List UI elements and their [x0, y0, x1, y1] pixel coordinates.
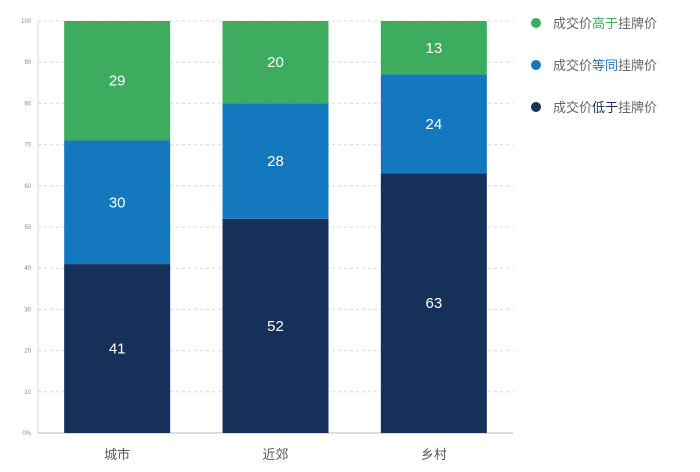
- legend-label-highlight: 高于: [592, 17, 619, 32]
- bar-segment: [222, 103, 329, 219]
- bar-segment: [380, 74, 487, 174]
- bar-segment: [380, 21, 487, 75]
- legend-label-prefix: 成交价: [553, 59, 593, 74]
- x-tick-label: 城市: [104, 447, 130, 463]
- data-label: 30: [109, 194, 126, 211]
- legend: 成交价高于挂牌价 成交价等同挂牌价 成交价低于挂牌价: [531, 12, 657, 138]
- bar-segment: [222, 218, 329, 433]
- bars: 41 30 29 52 28 20 63 24 13: [64, 21, 487, 433]
- y-tick-label: 80: [24, 101, 31, 107]
- y-tick-label: 70: [24, 143, 31, 149]
- legend-label-suffix: 挂牌价: [618, 17, 658, 32]
- x-tick-label: 近郊: [262, 447, 288, 463]
- data-label: 24: [425, 116, 442, 133]
- bar-segment: [222, 21, 329, 104]
- legend-label-suffix: 挂牌价: [618, 101, 658, 116]
- y-tick-label: 100: [21, 19, 32, 25]
- bar-segment: [64, 140, 171, 265]
- data-label: 20: [267, 54, 284, 71]
- legend-item-equal: 成交价等同挂牌价: [531, 54, 657, 75]
- data-label: 63: [425, 295, 442, 312]
- legend-dot-icon: [531, 17, 541, 28]
- y-tick-label: 90: [24, 60, 31, 66]
- legend-dot-icon: [531, 59, 541, 70]
- y-tick-label: 0%: [22, 431, 31, 437]
- legend-dot-icon: [531, 101, 541, 112]
- legend-label-highlight: 等同: [592, 59, 619, 74]
- x-tick-label: 乡村: [421, 448, 447, 463]
- y-tick-label: 60: [24, 184, 31, 190]
- x-axis: 城市 近郊 乡村: [104, 447, 447, 463]
- y-tick-label: 20: [24, 349, 31, 355]
- data-label: 52: [267, 318, 284, 335]
- data-label: 13: [425, 40, 442, 57]
- y-tick-label: 40: [24, 266, 31, 272]
- data-label: 28: [267, 153, 284, 170]
- legend-label-highlight: 低于: [592, 101, 619, 116]
- y-axis: 0% 10 20 30 40 50 60 70 80 90 100: [21, 19, 32, 437]
- data-label: 41: [109, 341, 126, 358]
- bar-segment: [64, 21, 171, 141]
- y-tick-label: 10: [24, 390, 31, 396]
- legend-item-low: 成交价低于挂牌价: [531, 96, 657, 117]
- bar-segment: [380, 173, 487, 433]
- y-tick-label: 50: [24, 225, 31, 231]
- legend-item-high: 成交价高于挂牌价: [531, 12, 657, 33]
- legend-label-prefix: 成交价: [553, 101, 593, 116]
- bar-segment: [64, 264, 171, 433]
- legend-label-suffix: 挂牌价: [618, 59, 658, 74]
- data-label: 29: [109, 73, 126, 90]
- y-tick-label: 30: [24, 307, 31, 313]
- legend-label-prefix: 成交价: [553, 17, 593, 32]
